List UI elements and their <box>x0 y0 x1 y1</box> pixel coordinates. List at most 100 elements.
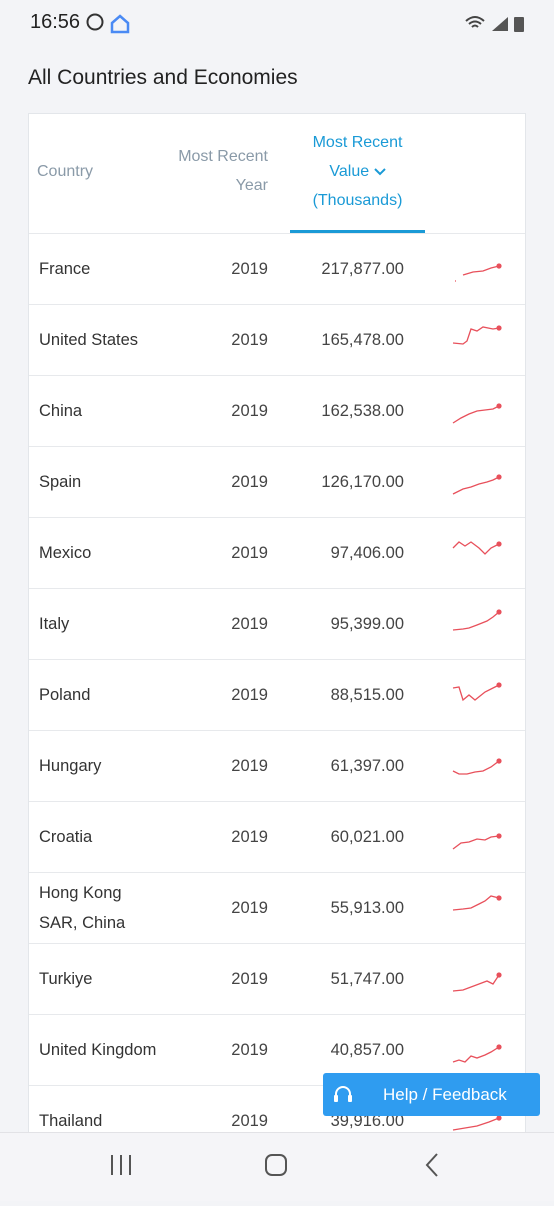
sparkline-path <box>452 760 500 775</box>
sparkline-end <box>496 403 502 409</box>
sparkline <box>452 833 502 850</box>
value-cell: 60,021.00 <box>330 828 404 846</box>
country-cell: Italy <box>39 615 70 633</box>
header-year[interactable]: Most Recent Year <box>178 142 268 200</box>
year-cell: 2019 <box>231 260 268 278</box>
country-cell: France <box>39 260 91 278</box>
page-title: All Countries and Economies <box>28 66 298 89</box>
year-cell: 2019 <box>231 473 268 491</box>
header-text: Value <box>329 163 370 180</box>
header-text: Year <box>235 177 268 194</box>
value-cell: 61,397.00 <box>330 757 404 775</box>
sparkline <box>455 263 502 282</box>
recent-apps[interactable] <box>111 1155 131 1175</box>
year-cell: 2019 <box>231 757 268 775</box>
value-cell: 95,399.00 <box>330 615 404 633</box>
table-row[interactable]: Turkiye 2019 51,747.00 <box>29 943 525 1014</box>
clock: 16:56 <box>30 11 81 33</box>
year-cell: 2019 <box>231 331 268 349</box>
table-row[interactable]: Hong Kong SAR, China 2019 55,913.00 <box>29 872 525 943</box>
home[interactable] <box>265 1154 287 1176</box>
sparkline-path <box>452 684 500 702</box>
value-cell: 165,478.00 <box>321 331 404 349</box>
table-row[interactable]: Poland 2019 88,515.00 <box>29 659 525 730</box>
table-row[interactable]: Thailand 2019 39,916.00 <box>29 1085 525 1144</box>
sparkline <box>452 541 502 555</box>
country-cell: Turkiye <box>39 970 93 988</box>
value-cell: 40,857.00 <box>330 1041 404 1059</box>
value-cell: 162,538.00 <box>321 402 404 420</box>
table-row[interactable]: Mexico 2019 97,406.00 <box>29 517 525 588</box>
sparkline-path <box>452 895 500 911</box>
sparkline <box>452 474 502 495</box>
sparkline-end <box>496 325 502 331</box>
year-cell: 2019 <box>231 970 268 988</box>
header-country[interactable]: Country <box>37 163 94 180</box>
sparkline-path <box>452 405 500 424</box>
value-cell: 88,515.00 <box>330 686 404 704</box>
table-row[interactable]: Italy 2019 95,399.00 <box>29 588 525 659</box>
headset-icon <box>334 1086 352 1102</box>
table-row[interactable]: United Kingdom 2019 40,857.00 <box>29 1014 525 1085</box>
sparkline-path <box>452 476 500 495</box>
sparkline-end <box>496 682 502 688</box>
sparkline-path <box>452 974 500 992</box>
sparkline-end <box>496 833 502 839</box>
sparkline-path <box>452 611 500 631</box>
country-cell: United States <box>39 331 139 349</box>
country-cell: Mexico <box>39 544 92 562</box>
sparkline-path <box>452 541 500 555</box>
year-cell: 2019 <box>231 544 268 562</box>
year-cell: 2019 <box>231 1041 268 1059</box>
system-icons <box>465 16 524 32</box>
sparkline <box>452 1044 502 1063</box>
table-row[interactable]: Hungary 2019 61,397.00 <box>29 730 525 801</box>
value-cell: 217,877.00 <box>321 260 404 278</box>
sparkline <box>452 895 502 911</box>
sparkline-path <box>452 326 500 345</box>
sparkline-end <box>496 609 502 615</box>
sparkline-path <box>452 1046 500 1063</box>
value-cell: 55,913.00 <box>330 899 404 917</box>
table-row[interactable]: China 2019 162,538.00 <box>29 375 525 446</box>
data-table: Country Most Recent Year Most Recent Val… <box>28 113 526 1145</box>
country-cell: United Kingdom <box>39 1041 157 1059</box>
table-row[interactable]: France 2019 217,877.00 <box>29 233 525 304</box>
nav-icons <box>111 1153 438 1177</box>
sparkline <box>452 1115 502 1131</box>
status-icons <box>86 13 130 34</box>
year-cell: 2019 <box>231 828 268 846</box>
sort-underline <box>290 230 425 233</box>
sparkline <box>452 609 502 631</box>
country-cell: Croatia <box>39 828 93 846</box>
country-cell: China <box>39 402 83 420</box>
table-row[interactable]: United States 2019 165,478.00 <box>29 304 525 375</box>
country-cell: Thailand <box>39 1112 103 1130</box>
value-cell: 126,170.00 <box>321 473 404 491</box>
value-cell: 51,747.00 <box>330 970 404 988</box>
status-bar: 16:56 <box>0 0 554 40</box>
sort-icon <box>373 168 386 176</box>
sparkline <box>452 325 502 345</box>
sparkline-end <box>496 972 502 978</box>
header-text: Most Recent <box>178 148 268 165</box>
back[interactable] <box>425 1153 438 1177</box>
table-row[interactable]: Spain 2019 126,170.00 <box>29 446 525 517</box>
year-cell: 2019 <box>231 899 268 917</box>
country-cell: Poland <box>39 686 91 704</box>
year-cell: 2019 <box>231 686 268 704</box>
header-text: Most Recent <box>312 134 403 151</box>
table-row[interactable]: Croatia 2019 60,021.00 <box>29 801 525 872</box>
sparkline-end <box>496 1115 502 1121</box>
sparkline-end <box>496 541 502 547</box>
sparkline <box>452 758 502 775</box>
sparkline <box>452 403 502 424</box>
help-button[interactable]: Help / Feedback <box>323 1073 540 1116</box>
sparkline-end <box>496 1044 502 1050</box>
year-cell: 2019 <box>231 402 268 420</box>
help-label: Help / Feedback <box>383 1085 507 1104</box>
value-cell: 97,406.00 <box>330 544 404 562</box>
header-value[interactable]: Most Recent Value (Thousands) <box>290 128 425 215</box>
country-cell: Hong Kong SAR, China <box>39 884 126 932</box>
